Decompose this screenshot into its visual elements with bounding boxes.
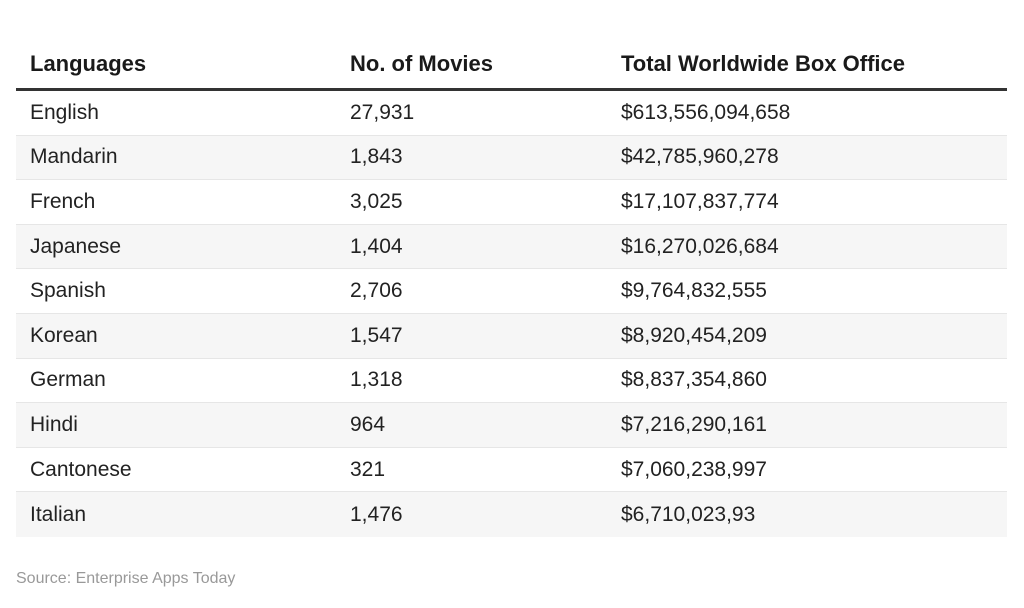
language-cell: Hindi	[30, 412, 78, 436]
table-row: French 3,025 $17,107,837,774	[16, 180, 1007, 225]
box-office-cell: $7,216,290,161	[621, 412, 767, 436]
table-row: Mandarin 1,843 $42,785,960,278	[16, 135, 1007, 181]
table-row: Italian 1,476 $6,710,023,93	[16, 492, 1007, 537]
language-cell: Spanish	[30, 279, 106, 303]
header-no-of-movies: No. of Movies	[350, 51, 494, 76]
movies-count-cell: 27,931	[350, 100, 415, 124]
box-office-cell: $8,837,354,860	[621, 368, 767, 392]
header-languages: Languages	[30, 51, 147, 76]
header-box-office: Total Worldwide Box Office	[621, 51, 905, 76]
movies-count-cell: 1,547	[350, 323, 403, 347]
movies-count-cell: 2,706	[350, 279, 403, 303]
movies-count-cell: 3,025	[350, 189, 403, 213]
table-header: Languages No. of Movies Total Worldwide …	[16, 40, 1007, 91]
box-office-cell: $17,107,837,774	[621, 189, 779, 213]
language-cell: Cantonese	[30, 457, 132, 481]
table-row: Hindi 964 $7,216,290,161	[16, 403, 1007, 448]
language-cell: French	[30, 189, 96, 213]
language-cell: Japanese	[30, 234, 122, 258]
table-row: Japanese 1,404 $16,270,026,684	[16, 224, 1007, 270]
box-office-table: Languages No. of Movies Total Worldwide …	[16, 40, 1007, 537]
movies-count-cell: 1,404	[350, 234, 403, 258]
table-row: German 1,318 $8,837,354,860	[16, 359, 1007, 404]
source-note: Source: Enterprise Apps Today	[16, 570, 236, 587]
table-row: Korean 1,547 $8,920,454,209	[16, 313, 1007, 359]
box-office-cell: $7,060,238,997	[621, 457, 767, 481]
movies-count-cell: 1,318	[350, 368, 403, 392]
box-office-cell: $42,785,960,278	[621, 145, 779, 169]
box-office-cell: $9,764,832,555	[621, 279, 767, 303]
table-row: Spanish 2,706 $9,764,832,555	[16, 269, 1007, 314]
box-office-cell: $16,270,026,684	[621, 234, 779, 258]
movies-count-cell: 964	[350, 412, 386, 436]
movies-count-cell: 321	[350, 457, 386, 481]
language-cell: Mandarin	[30, 145, 118, 169]
movies-count-cell: 1,476	[350, 502, 403, 526]
movies-count-cell: 1,843	[350, 145, 403, 169]
table-row: English 27,931 $613,556,094,658	[16, 91, 1007, 136]
language-cell: English	[30, 100, 99, 124]
box-office-cell: $8,920,454,209	[621, 323, 767, 347]
box-office-cell: $613,556,094,658	[621, 100, 791, 124]
table-row: Cantonese 321 $7,060,238,997	[16, 448, 1007, 493]
box-office-cell: $6,710,023,93	[621, 502, 756, 526]
language-cell: German	[30, 368, 106, 392]
language-cell: Italian	[30, 502, 87, 526]
language-cell: Korean	[30, 323, 98, 347]
